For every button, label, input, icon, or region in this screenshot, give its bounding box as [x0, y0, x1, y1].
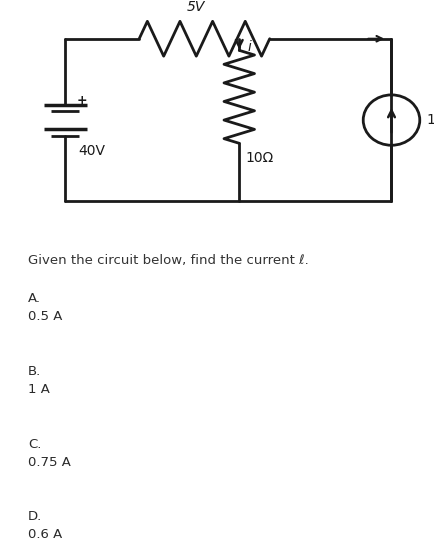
Text: 0.6 A: 0.6 A	[28, 528, 62, 541]
Text: 0.5 A: 0.5 A	[28, 310, 62, 323]
Text: +: +	[76, 94, 86, 107]
Text: A.: A.	[28, 292, 41, 305]
Text: Given the circuit below, find the current ℓ.: Given the circuit below, find the curren…	[28, 254, 308, 267]
Text: i: i	[247, 40, 251, 54]
Text: B.: B.	[28, 365, 41, 378]
Text: 1A: 1A	[425, 113, 434, 127]
Text: 1 A: 1 A	[28, 383, 50, 396]
Text: 40V: 40V	[78, 144, 105, 158]
Text: 10Ω: 10Ω	[245, 151, 273, 165]
Text: 5V: 5V	[186, 0, 204, 13]
Text: 0.75 A: 0.75 A	[28, 456, 71, 469]
Text: C.: C.	[28, 438, 41, 451]
Text: D.: D.	[28, 510, 42, 523]
